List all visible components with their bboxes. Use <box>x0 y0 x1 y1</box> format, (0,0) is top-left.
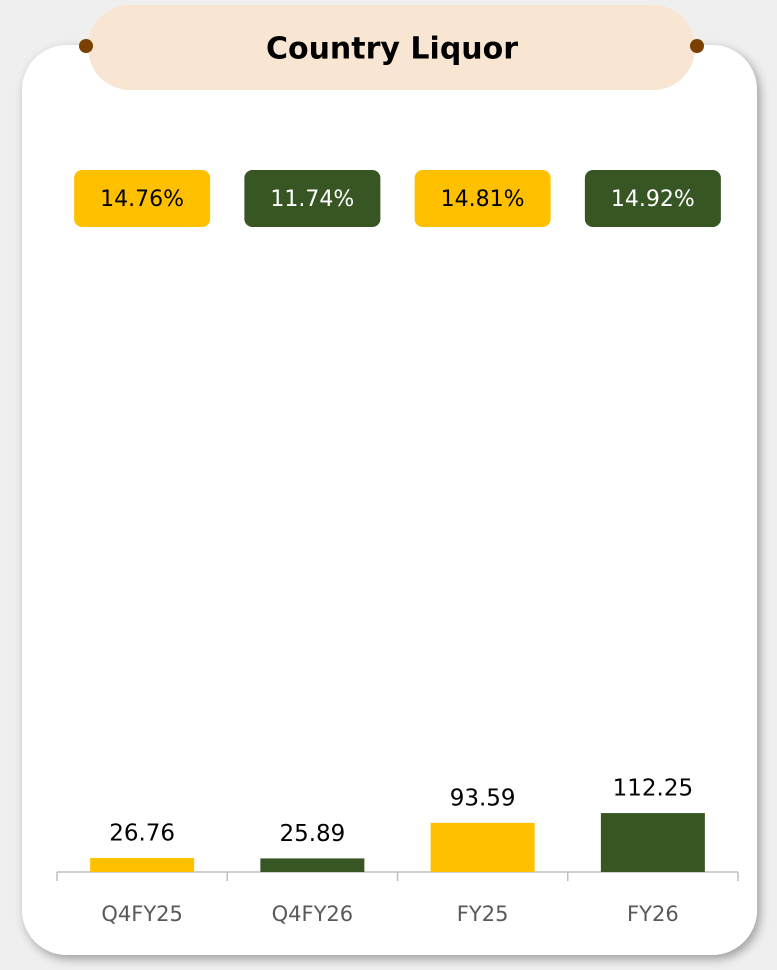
percent-box <box>244 170 381 227</box>
title-pill <box>88 5 695 90</box>
percent-label: 14.76% <box>100 187 184 212</box>
x-tick-label: FY25 <box>457 902 509 926</box>
bar <box>600 813 705 872</box>
percent-label: 14.92% <box>611 187 695 212</box>
data-label: 112.25 <box>613 776 693 802</box>
percent-box <box>414 170 551 227</box>
data-label: 26.76 <box>109 820 175 846</box>
bar <box>90 857 195 872</box>
x-tick-label: FY26 <box>627 902 679 926</box>
percent-label: 14.81% <box>441 187 525 212</box>
dot <box>79 39 93 53</box>
percent-box <box>74 170 211 227</box>
data-label: 93.59 <box>450 785 516 811</box>
bar <box>260 858 365 872</box>
card <box>22 45 757 955</box>
data-label: 25.89 <box>279 821 345 847</box>
chart-title: Country Liquor <box>266 32 518 67</box>
bar <box>430 822 535 872</box>
percent-box <box>584 170 721 227</box>
x-tick-label: Q4FY26 <box>272 902 354 926</box>
x-tick-label: Q4FY25 <box>101 902 183 926</box>
dot <box>690 39 704 53</box>
percent-label: 11.74% <box>270 187 354 212</box>
